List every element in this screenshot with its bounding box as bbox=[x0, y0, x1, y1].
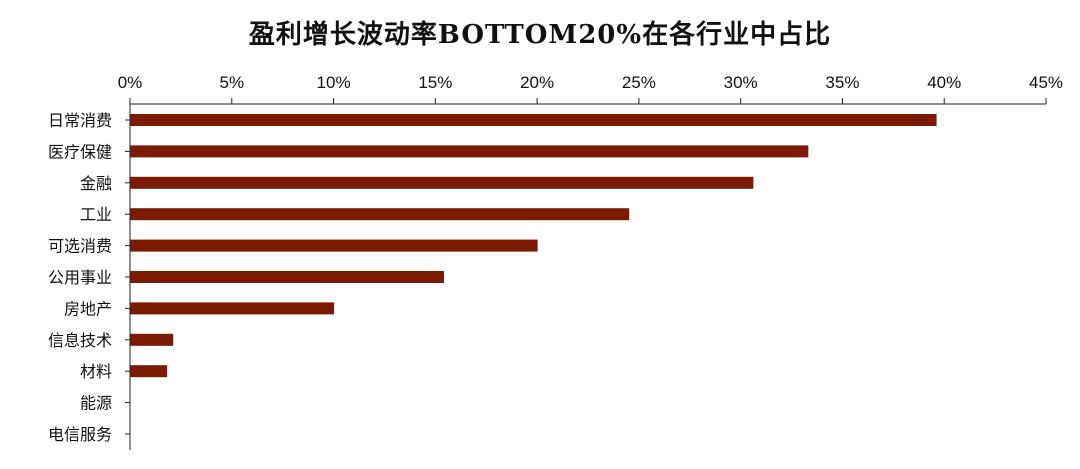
category-label: 可选消费 bbox=[48, 237, 112, 256]
x-tick-label: 5% bbox=[219, 73, 244, 92]
x-tick-label: 40% bbox=[927, 73, 961, 92]
label-layer: 0% 5% 10% 15% 20% 25% 30% 35% 40% 45% 日常消费医疗保健金融工业… bbox=[48, 73, 1063, 444]
category-label: 日常消费 bbox=[48, 111, 112, 130]
bar bbox=[130, 208, 630, 221]
category-label: 房地产 bbox=[64, 299, 112, 318]
category-label: 医疗保健 bbox=[48, 142, 112, 161]
bar bbox=[130, 271, 444, 283]
x-tick-label: 0% bbox=[118, 73, 143, 92]
category-label: 电信服务 bbox=[48, 425, 112, 444]
bar bbox=[130, 114, 937, 126]
axis-layer bbox=[125, 98, 1047, 450]
category-label: 材料 bbox=[80, 362, 112, 381]
x-tick-label: 10% bbox=[317, 73, 351, 92]
x-tick-label: 25% bbox=[622, 73, 656, 92]
bar-layer bbox=[130, 114, 937, 378]
category-label: 信息技术 bbox=[48, 331, 112, 350]
bar bbox=[130, 145, 809, 158]
x-tick-label: 35% bbox=[825, 73, 859, 92]
chart-title: 盈利增长波动率BOTTOM20%在各行业中占比 bbox=[248, 20, 832, 50]
bar bbox=[130, 239, 538, 252]
x-tick-label: 20% bbox=[520, 73, 554, 92]
x-tick-label: 15% bbox=[418, 73, 452, 92]
x-tick-label: 45% bbox=[1029, 73, 1063, 92]
x-tick-label: 30% bbox=[724, 73, 758, 92]
category-label: 金融 bbox=[80, 174, 112, 193]
bar bbox=[130, 176, 754, 189]
bar bbox=[130, 333, 174, 346]
category-label: 能源 bbox=[80, 394, 112, 413]
category-label: 工业 bbox=[80, 205, 112, 224]
bar bbox=[130, 365, 168, 378]
bar bbox=[130, 302, 335, 315]
category-label: 公用事业 bbox=[48, 268, 112, 287]
